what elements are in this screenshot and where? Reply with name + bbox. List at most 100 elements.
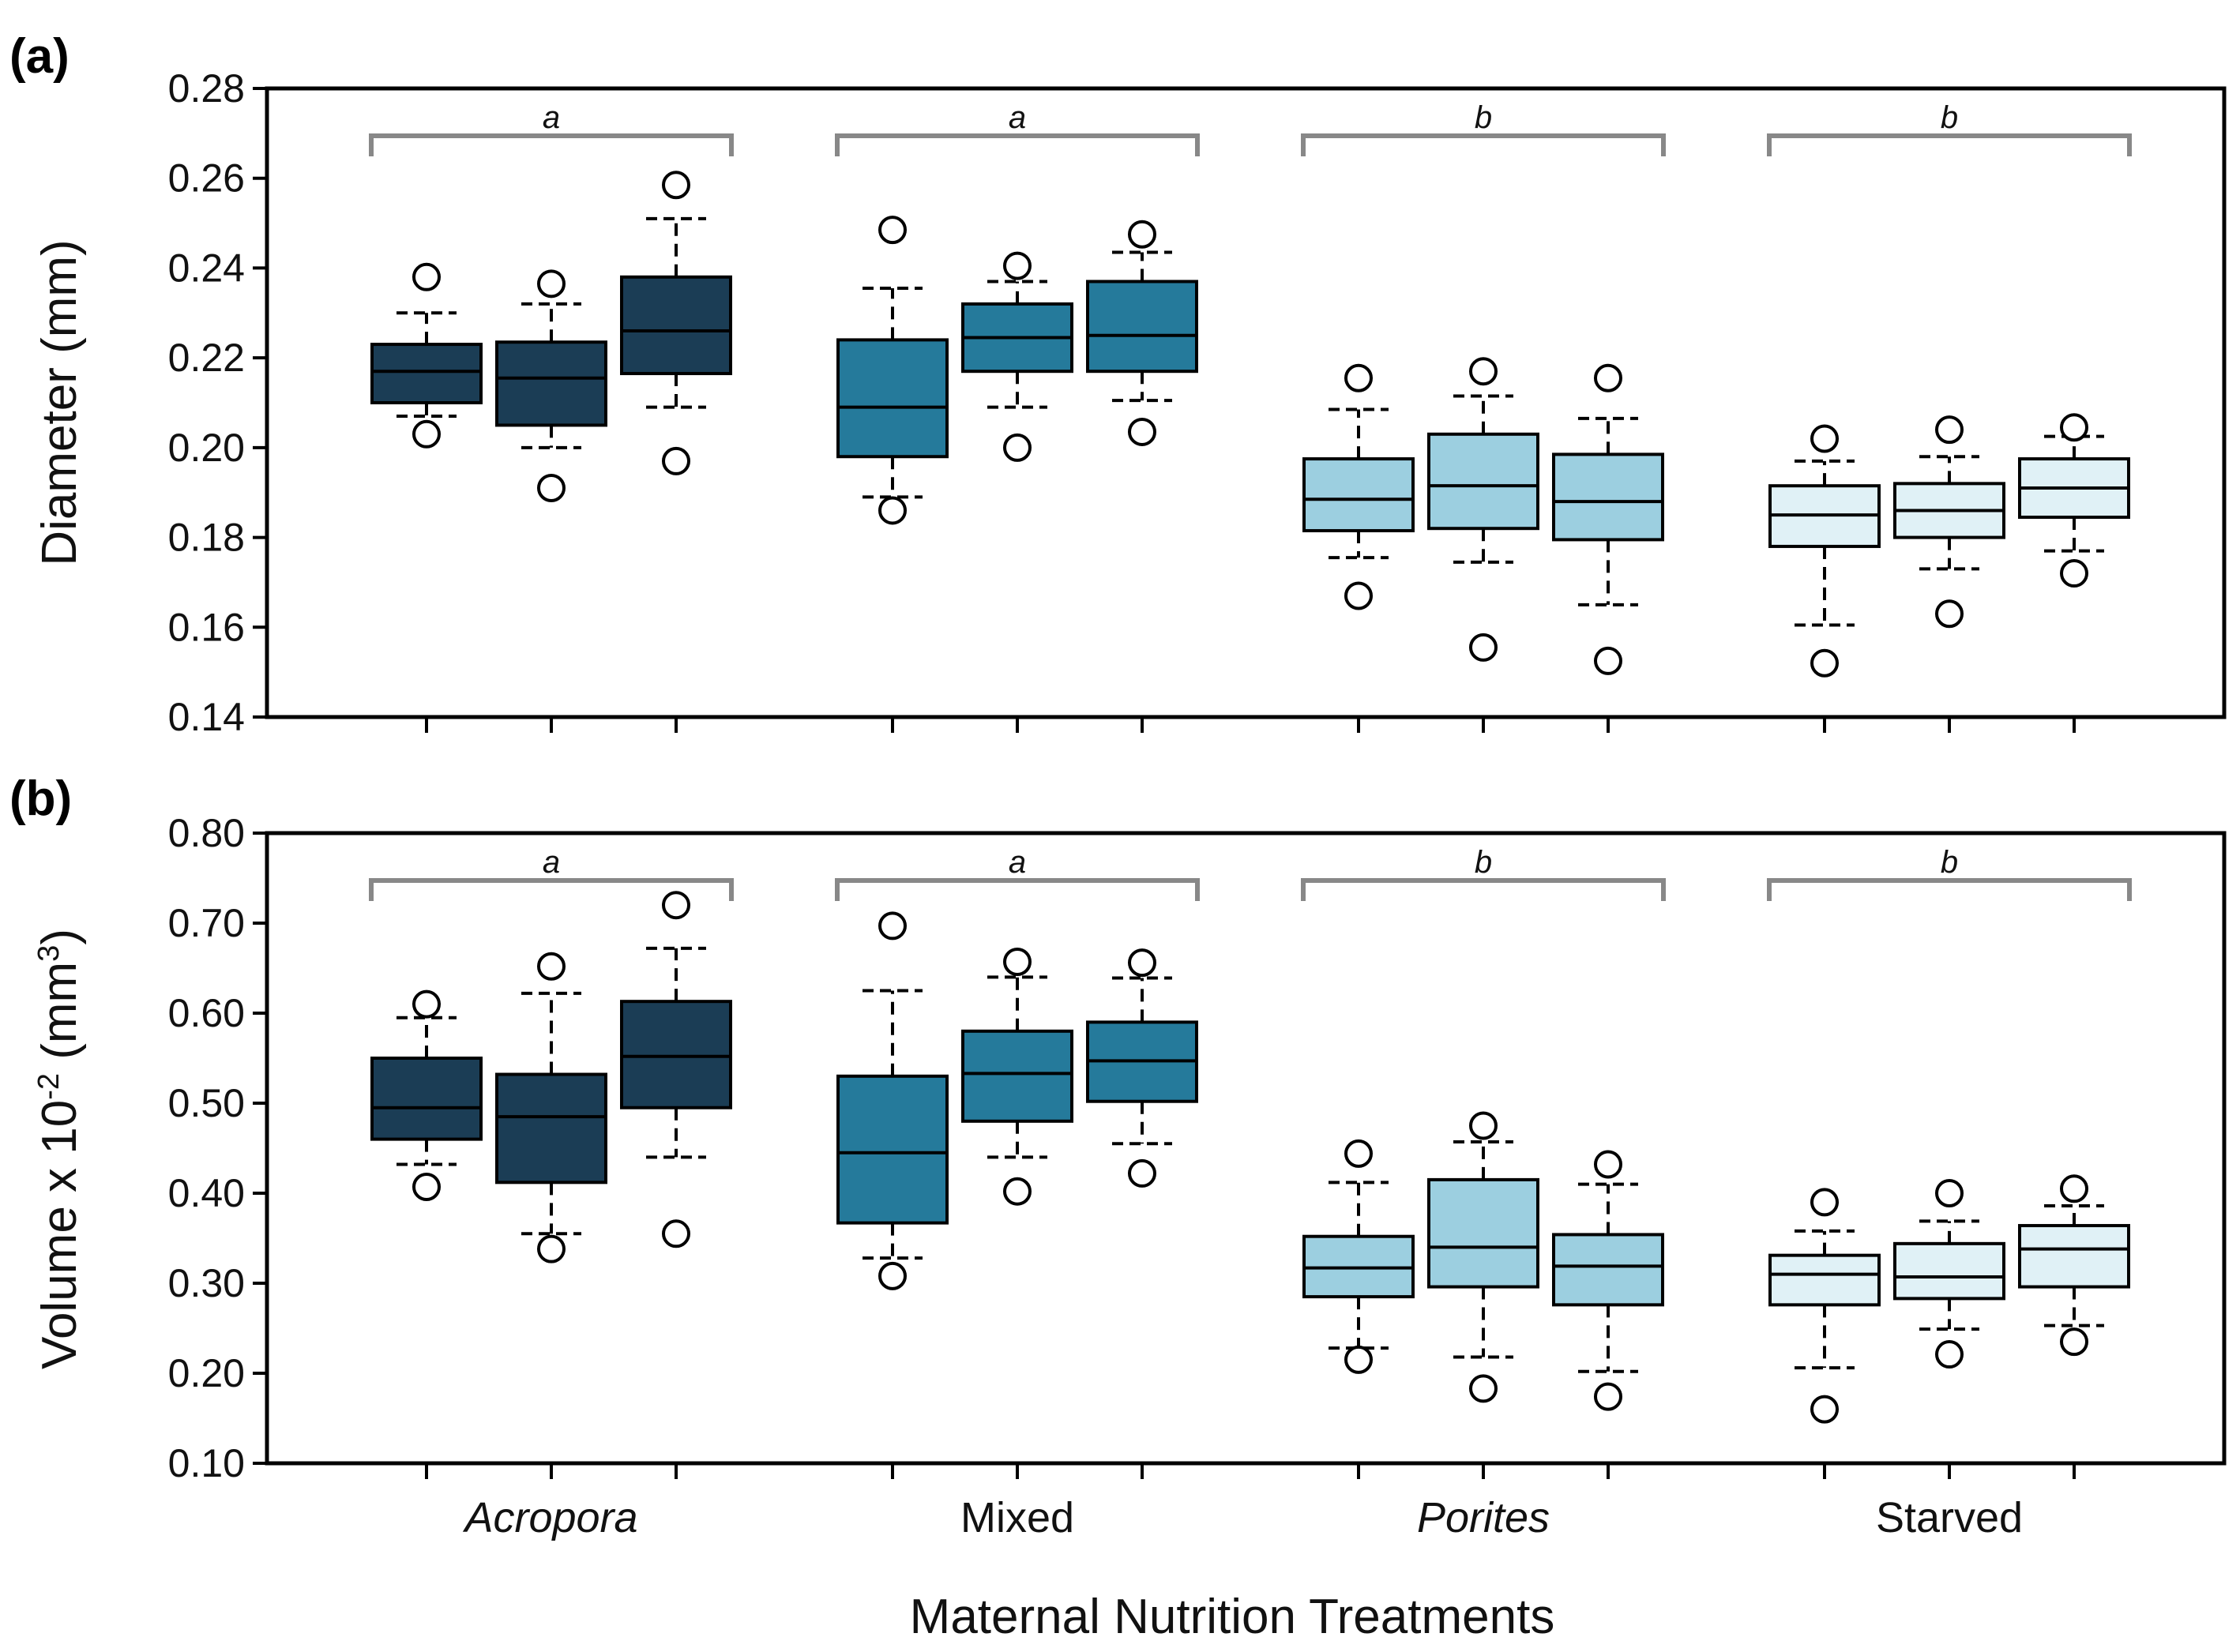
significance-letter: b <box>1941 100 1958 135</box>
box-9 <box>1552 363 1664 675</box>
box-2 <box>495 952 607 1263</box>
box-6 <box>1086 948 1198 1188</box>
outlier-point <box>2060 1327 2088 1357</box>
box-1 <box>370 989 483 1202</box>
y-tick-label: 0.22 <box>168 336 245 380</box>
box-iqr <box>1427 432 1539 531</box>
box-3 <box>620 891 732 1248</box>
outlier-point <box>537 269 566 298</box>
significance-bracket <box>1301 878 1666 901</box>
box-iqr <box>1302 457 1415 533</box>
box-iqr <box>836 1074 949 1225</box>
outlier-point <box>2060 1174 2088 1203</box>
box-iqr <box>1552 452 1664 542</box>
outlier-point <box>1935 415 1964 445</box>
y-tick-label: 0.26 <box>168 156 245 201</box>
y-axis-title-a: Diameter (mm) <box>32 239 87 565</box>
outlier-point <box>662 1219 690 1248</box>
plot-frame-b <box>265 831 2227 1466</box>
outlier-point <box>1128 1158 1156 1188</box>
y-tick-label: 0.10 <box>168 1441 245 1485</box>
box-6 <box>1086 220 1198 446</box>
box-5 <box>961 251 1073 462</box>
y-tick-label: 0.70 <box>168 901 245 945</box>
y-ticks-b: 0.10 0.20 0.30 0.40 0.50 0.60 0.70 0.80 <box>168 811 267 1485</box>
y-tick-label: 0.80 <box>168 811 245 855</box>
box-iqr <box>620 275 732 376</box>
outlier-point <box>1128 220 1156 249</box>
significance-bracket <box>1767 878 2132 901</box>
box-10 <box>1768 1188 1881 1424</box>
outlier-point <box>1469 633 1498 662</box>
group-labels: Acropora Mixed Porites Starved <box>462 1494 2023 1541</box>
box-9 <box>1552 1150 1664 1411</box>
group-label-acropora: Acropora <box>462 1494 637 1541</box>
significance-letter: a <box>543 100 560 135</box>
significance-bracket <box>1301 133 1666 156</box>
outlier-point <box>1003 948 1032 977</box>
outlier-point <box>412 989 441 1019</box>
box-iqr <box>1893 1241 2005 1301</box>
box-iqr <box>370 1057 483 1141</box>
significance-letter: b <box>1475 100 1492 135</box>
box-2 <box>495 269 607 503</box>
y-tick-label: 0.40 <box>168 1171 245 1215</box>
outlier-point <box>1128 948 1156 978</box>
outlier-point <box>1469 1111 1498 1140</box>
y-tick-label: 0.60 <box>168 991 245 1035</box>
significance-bracket <box>835 133 1200 156</box>
box-8 <box>1427 357 1539 662</box>
boxes-a <box>370 171 2130 678</box>
significance-bracket <box>369 133 734 156</box>
box-1 <box>370 262 483 449</box>
plot-frame-a <box>265 86 2227 719</box>
box-iqr <box>370 343 483 405</box>
box-11 <box>1893 415 2005 629</box>
outlier-point <box>412 262 441 291</box>
x-ticks-b <box>425 1463 2076 1479</box>
outlier-point <box>878 911 907 941</box>
panel-label-b: (b) <box>9 772 72 826</box>
box-iqr <box>961 1029 1073 1123</box>
significance-letter: a <box>543 845 560 880</box>
box-12 <box>2018 1174 2130 1357</box>
box-iqr <box>620 1000 732 1109</box>
y-tick-label: 0.24 <box>168 246 245 290</box>
outlier-point <box>1344 581 1373 610</box>
significance-letter: a <box>1009 845 1026 880</box>
outlier-point <box>1003 433 1032 462</box>
box-10 <box>1768 424 1881 678</box>
outlier-point <box>1935 1179 1964 1207</box>
x-axis-title: Maternal Nutrition Treatments <box>910 1590 1555 1644</box>
outlier-point <box>1344 363 1373 392</box>
outlier-point <box>1344 1139 1373 1168</box>
panel-label-a: (a) <box>9 29 70 84</box>
outlier-point <box>1810 424 1839 453</box>
outlier-point <box>878 496 907 525</box>
box-3 <box>620 171 732 475</box>
significance-bracket <box>835 878 1200 901</box>
outlier-point <box>1469 357 1498 386</box>
box-12 <box>2018 413 2130 588</box>
box-7 <box>1302 363 1415 610</box>
significance-letter: a <box>1009 100 1026 135</box>
outlier-point <box>412 419 441 449</box>
y-tick-label: 0.30 <box>168 1261 245 1305</box>
outlier-point <box>1594 363 1622 392</box>
outlier-point <box>1810 1188 1839 1217</box>
outlier-point <box>1003 1177 1032 1206</box>
outlier-point <box>2060 413 2088 442</box>
outlier-point <box>1594 646 1622 675</box>
y-tick-label: 0.16 <box>168 605 245 649</box>
outlier-point <box>1344 1345 1373 1374</box>
box-iqr <box>836 338 949 459</box>
y-tick-label: 0.28 <box>168 66 245 111</box>
box-iqr <box>2018 1224 2130 1289</box>
outlier-point <box>662 171 690 200</box>
significance-letter: b <box>1475 845 1492 880</box>
outlier-point <box>1935 599 1964 629</box>
outlier-point <box>1810 1395 1839 1424</box>
y-axis-title-b: Volume x 10-2 (mm3) <box>32 929 87 1369</box>
